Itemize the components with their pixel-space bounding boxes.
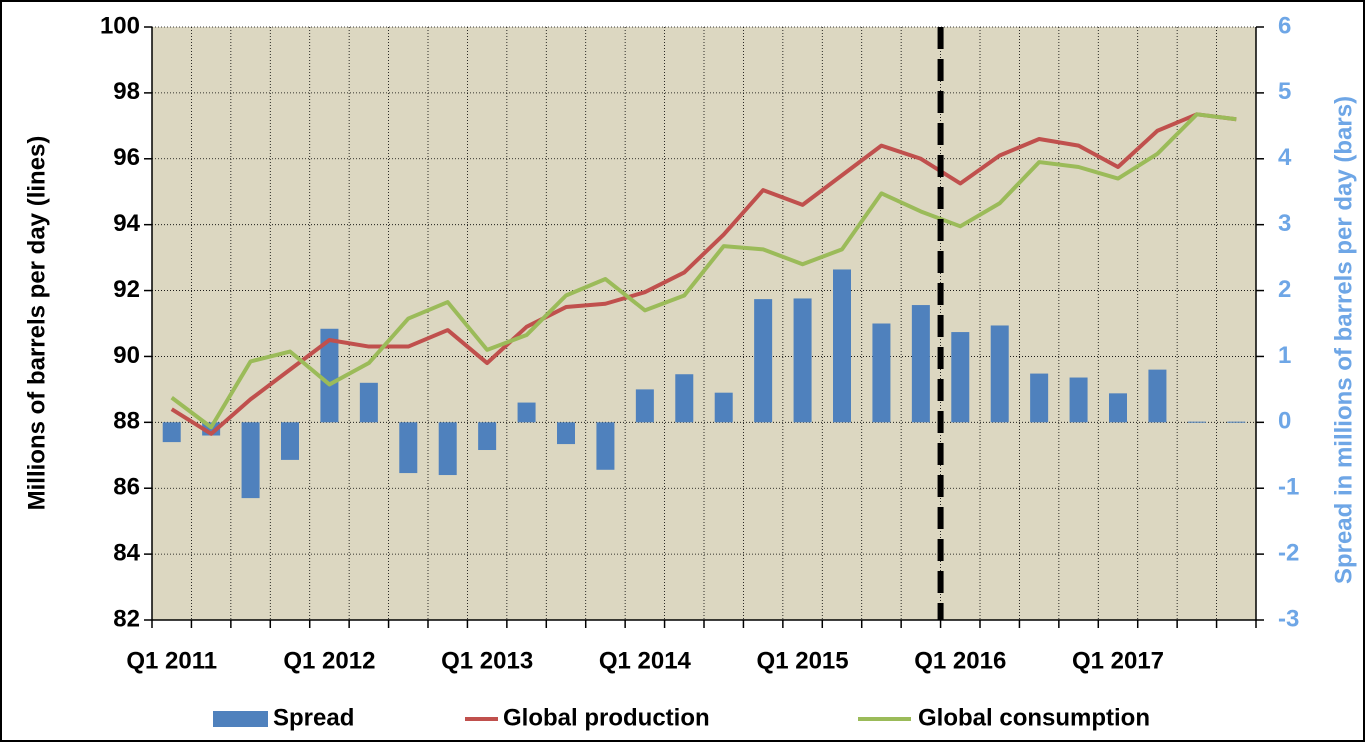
bar [675, 374, 694, 423]
y2-tick-label: 6 [1278, 12, 1291, 39]
y2-axis-label: Spread in millions of barrels per day (b… [1330, 96, 1357, 584]
legend-swatch [213, 711, 268, 727]
plot-area [152, 27, 1256, 620]
bar [438, 422, 457, 476]
bar [1187, 421, 1206, 423]
legend-label: Global production [503, 704, 710, 731]
bar [1109, 393, 1127, 423]
bar [596, 422, 615, 470]
bar [635, 389, 654, 423]
bar [872, 323, 891, 423]
line [170, 112, 1237, 430]
bar [1069, 377, 1088, 423]
bar [990, 325, 1009, 423]
y-tick-label: 98 [113, 78, 140, 105]
y2-tick-label: -3 [1278, 605, 1299, 632]
bar [517, 402, 536, 423]
y-tick-label: 82 [113, 605, 140, 632]
x-tick-label: Q1 2017 [1072, 647, 1164, 674]
bar [359, 382, 378, 423]
y-tick-label: 100 [100, 12, 140, 39]
y-axis-label: Millions of barrels per day (lines) [23, 136, 50, 511]
bar [399, 422, 418, 474]
y2-tick-label: 0 [1278, 408, 1291, 435]
bar [911, 305, 930, 423]
y2-tick-label: 1 [1278, 342, 1291, 369]
y2-tick-label: -2 [1278, 539, 1299, 566]
bar [793, 298, 812, 423]
y2-tick-label: 4 [1278, 144, 1292, 171]
bar [478, 422, 497, 451]
legend-label: Global consumption [918, 704, 1150, 731]
y-tick-label: 86 [113, 474, 140, 501]
bar [320, 328, 339, 423]
y2-tick-label: 5 [1278, 78, 1291, 105]
bar [162, 422, 181, 443]
x-tick-label: Q1 2013 [441, 647, 533, 674]
y-tick-label: 94 [113, 210, 140, 237]
bar [557, 422, 575, 445]
y-tick-label: 88 [113, 408, 140, 435]
bar [1227, 421, 1246, 423]
x-tick-label: Q1 2016 [914, 647, 1006, 674]
bar [951, 332, 970, 423]
x-tick-label: Q1 2011 [126, 647, 217, 674]
bar [241, 422, 260, 499]
x-tick-label: Q1 2015 [757, 647, 849, 674]
bar [281, 422, 299, 460]
bar [714, 392, 733, 423]
y-tick-label: 92 [113, 276, 140, 303]
x-tick-label: Q1 2012 [283, 647, 375, 674]
y2-tick-label: -1 [1278, 474, 1299, 501]
line [170, 112, 1237, 436]
bar [754, 299, 773, 423]
y2-tick-label: 3 [1278, 210, 1291, 237]
y-tick-label: 96 [113, 144, 140, 171]
legend-label: Spread [273, 704, 354, 731]
bar [833, 269, 851, 423]
y-tick-label: 84 [113, 539, 140, 566]
bar [1148, 369, 1167, 423]
bar [1030, 373, 1049, 423]
x-tick-label: Q1 2014 [599, 647, 692, 674]
y-tick-label: 90 [113, 342, 140, 369]
y2-tick-label: 2 [1278, 276, 1291, 303]
